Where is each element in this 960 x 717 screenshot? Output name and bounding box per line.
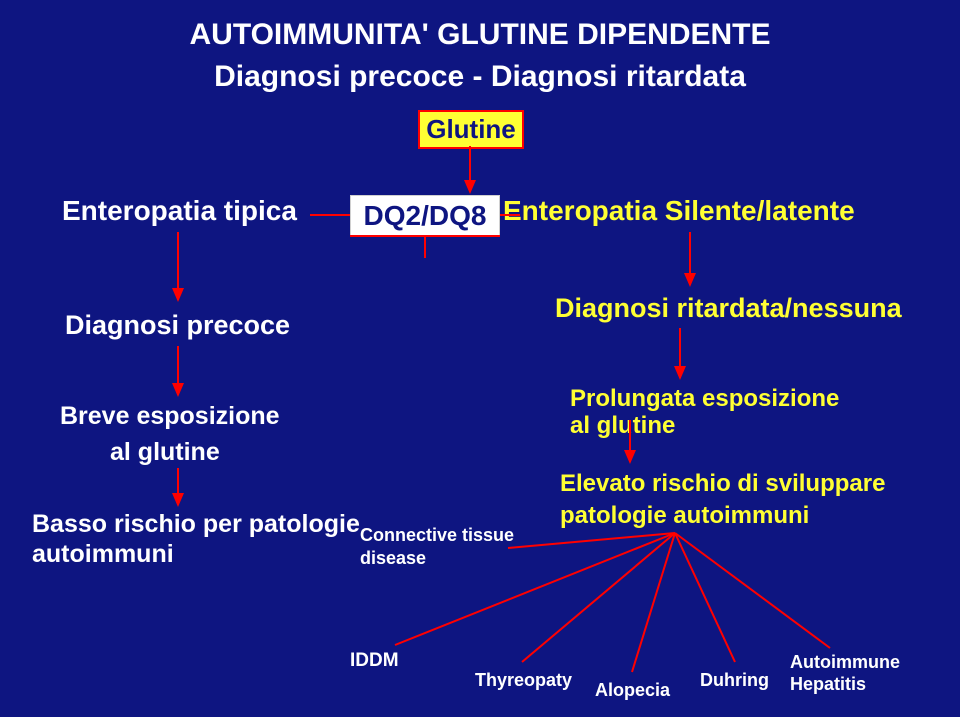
breve-esposizione-l1: Breve esposizione: [60, 402, 280, 431]
alopecia-label: Alopecia: [595, 680, 670, 701]
dq-box: DQ2/DQ8: [350, 195, 500, 237]
connective-l2: disease: [360, 548, 426, 569]
prolungata-l2: al glutine: [570, 412, 675, 440]
enteropatia-silente: Enteropatia Silente/latente: [503, 195, 855, 227]
elevato-l2: patologie autoimmuni: [560, 502, 809, 530]
breve-esposizione-l2: al glutine: [110, 438, 220, 467]
autoimmune-hep-l2: Hepatitis: [790, 674, 866, 695]
elevato-l1: Elevato rischio di sviluppare: [560, 470, 885, 498]
autoimmune-hep-l1: Autoimmune: [790, 652, 900, 673]
connective-l1: Connective tissue: [360, 525, 514, 546]
basso-rischio-l1: Basso rischio per patologie: [32, 510, 360, 539]
diagnosi-precoce: Diagnosi precoce: [65, 310, 290, 341]
prolungata-l1: Prolungata esposizione: [570, 385, 839, 413]
iddm-label: IDDM: [350, 650, 399, 672]
enteropatia-tipica: Enteropatia tipica: [62, 195, 297, 227]
arrows-layer: [0, 0, 960, 717]
diagnosi-ritardata: Diagnosi ritardata/nessuna: [555, 293, 902, 324]
duhring-label: Duhring: [700, 670, 769, 691]
thyreopaty-label: Thyreopaty: [475, 670, 572, 691]
glutine-box: Glutine: [418, 110, 524, 149]
basso-rischio-l2: autoimmuni: [32, 540, 174, 569]
title-line-1: AUTOIMMUNITA' GLUTINE DIPENDENTE: [0, 18, 960, 52]
title-line-2: Diagnosi precoce - Diagnosi ritardata: [0, 60, 960, 94]
